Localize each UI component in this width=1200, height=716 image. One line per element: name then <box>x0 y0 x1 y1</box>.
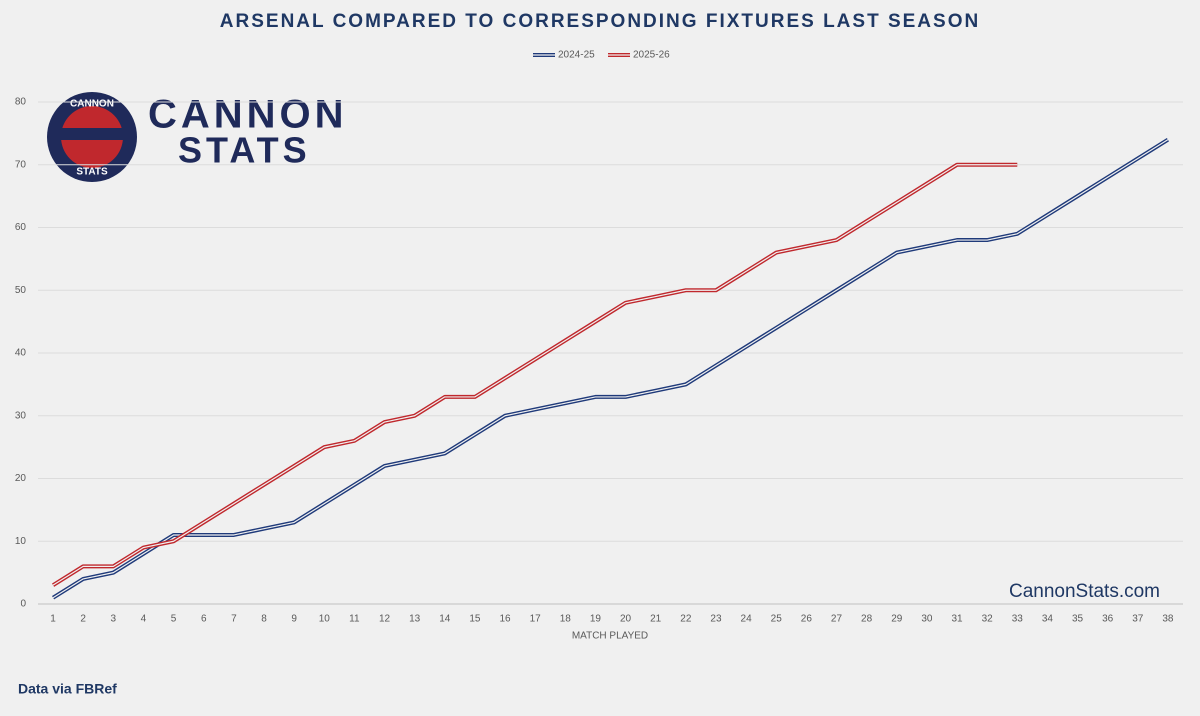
y-tick-label: 50 <box>15 285 27 296</box>
x-tick-label: 6 <box>201 614 207 625</box>
x-tick-label: 22 <box>680 614 692 625</box>
series-line <box>52 137 1169 600</box>
x-tick-label: 35 <box>1072 614 1084 625</box>
logo-cannon <box>58 128 126 140</box>
x-tick-label: 29 <box>891 614 903 625</box>
x-tick-label: 3 <box>111 614 117 625</box>
x-tick-label: 2 <box>80 614 86 625</box>
x-tick-label: 33 <box>1012 614 1024 625</box>
x-tick-label: 26 <box>801 614 813 625</box>
logo-ring-top: CANNON <box>70 99 114 110</box>
x-tick-label: 31 <box>951 614 963 625</box>
logo-line1: CANNON <box>148 93 348 137</box>
series-line-inner <box>52 164 1018 586</box>
x-tick-label: 5 <box>171 614 177 625</box>
source-note: Data via FBRef <box>18 681 117 697</box>
x-tick-label: 37 <box>1132 614 1144 625</box>
logo: CANNON STATS CANNON STATS <box>47 92 348 182</box>
x-tick-label: 12 <box>379 614 391 625</box>
y-tick-label: 40 <box>15 348 27 359</box>
x-tick-label: 23 <box>710 614 722 625</box>
y-tick-label: 0 <box>20 599 26 610</box>
x-tick-label: 7 <box>231 614 237 625</box>
legend-label: 2025-26 <box>633 50 670 61</box>
x-tick-label: 13 <box>409 614 421 625</box>
x-tick-label: 30 <box>921 614 933 625</box>
x-axis-label: MATCH PLAYED <box>572 631 648 642</box>
y-tick-label: 60 <box>15 222 27 233</box>
logo-ring-bottom: STATS <box>76 167 108 178</box>
x-tick-label: 9 <box>291 614 297 625</box>
x-tick-label: 8 <box>261 614 267 625</box>
x-tick-label: 20 <box>620 614 632 625</box>
series-line-inner <box>52 139 1169 599</box>
x-tick-label: 21 <box>650 614 662 625</box>
x-tick-label: 34 <box>1042 614 1054 625</box>
x-tick-label: 32 <box>982 614 994 625</box>
x-tick-label: 15 <box>469 614 481 625</box>
chart-title: ARSENAL COMPARED TO CORRESPONDING FIXTUR… <box>220 11 980 32</box>
x-tick-label: 14 <box>439 614 451 625</box>
legend-label: 2024-25 <box>558 50 595 61</box>
x-tick-label: 17 <box>530 614 542 625</box>
x-tick-label: 10 <box>319 614 331 625</box>
x-tick-label: 16 <box>499 614 511 625</box>
logo-line2: STATS <box>178 130 311 171</box>
y-tick-label: 80 <box>15 97 27 108</box>
y-tick-label: 30 <box>15 410 27 421</box>
x-tick-label: 19 <box>590 614 602 625</box>
x-tick-label: 25 <box>771 614 783 625</box>
x-tick-label: 36 <box>1102 614 1114 625</box>
y-tick-label: 20 <box>15 473 27 484</box>
x-tick-label: 24 <box>741 614 753 625</box>
x-tick-label: 4 <box>141 614 147 625</box>
x-tick-label: 28 <box>861 614 873 625</box>
x-tick-label: 1 <box>50 614 56 625</box>
x-tick-label: 38 <box>1162 614 1174 625</box>
watermark: CannonStats.com <box>1009 581 1160 602</box>
y-tick-label: 70 <box>15 159 27 170</box>
x-tick-label: 18 <box>560 614 572 625</box>
x-tick-label: 11 <box>349 614 360 625</box>
y-tick-label: 10 <box>15 536 27 547</box>
x-tick-label: 27 <box>831 614 843 625</box>
